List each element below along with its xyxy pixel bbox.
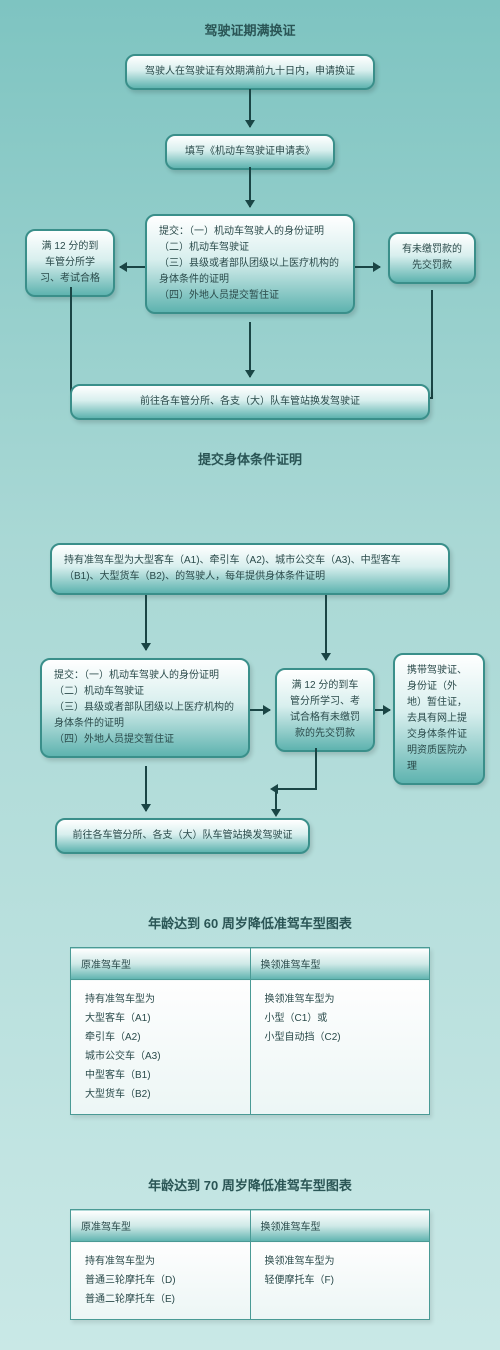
arrow-tip <box>271 809 281 817</box>
arrow <box>250 709 270 711</box>
t1-cell1: 持有准驾车型为大型客车（A1)牵引车（A2)城市公交车（A3)中型客车（B1)大… <box>71 980 251 1115</box>
arrow <box>375 709 390 711</box>
table1-title: 年龄达到 60 周岁降低准驾车型图表 <box>15 913 485 932</box>
t2-col2: 换领准驾车型 <box>250 1210 430 1242</box>
arrow <box>249 89 251 127</box>
line <box>275 788 317 790</box>
f2-submit: 提交：（一）机动车驾驶人的身份证明（二）机动车驾驶证（三）县级或者部队团级以上医… <box>40 658 250 758</box>
f2-hospital: 携带驾驶证、身份证（外地）暂住证，去具有网上提交身体条件证明资质医院办理 <box>393 653 485 785</box>
table1-block: 年龄达到 60 周岁降低准驾车型图表 原准驾车型 换领准驾车型 持有准驾车型为大… <box>15 913 485 1115</box>
line <box>315 748 317 788</box>
arrow <box>145 766 147 811</box>
f2-study: 满 12 分的到车管分所学习、考试合格有未缴罚款的先交罚款 <box>275 668 375 752</box>
arrow <box>355 266 380 268</box>
f1-fine: 有未缴罚款的先交罚款 <box>388 232 476 284</box>
table-60: 原准驾车型 换领准驾车型 持有准驾车型为大型客车（A1)牵引车（A2)城市公交车… <box>70 947 430 1115</box>
table-70: 原准驾车型 换领准驾车型 持有准驾车型为普通三轮摩托车（D)普通二轮摩托车（E)… <box>70 1209 430 1320</box>
f2-end: 前往各车管分所、各支（大）队车管站换发驾驶证 <box>55 818 310 854</box>
flow1-title: 驾驶证期满换证 <box>15 20 485 39</box>
flowchart-2: 持有准驾车型为大型客车（A1)、牵引车（A2)、城市公交车（A3)、中型客车（B… <box>15 523 485 853</box>
table2-block: 年龄达到 70 周岁降低准驾车型图表 原准驾车型 换领准驾车型 持有准驾车型为普… <box>15 1175 485 1320</box>
flowchart-1: 驾驶人在驾驶证有效期满前九十日内，申请换证 填写《机动车驾驶证申请表》 提交：（… <box>15 54 485 449</box>
f1-submit: 提交：（一）机动车驾驶人的身份证明（二）机动车驾驶证（三）县级或者部队团级以上医… <box>145 214 355 314</box>
flow2-title: 提交身体条件证明 <box>15 449 485 468</box>
t1-cell2: 换领准驾车型为小型（C1）或小型自动挡（C2) <box>250 980 430 1115</box>
arrow <box>325 595 327 660</box>
t2-cell2: 换领准驾车型为轻便摩托车（F) <box>250 1242 430 1320</box>
t1-col1: 原准驾车型 <box>71 948 251 980</box>
t1-col2: 换领准驾车型 <box>250 948 430 980</box>
arrow <box>145 595 147 650</box>
f1-end: 前往各车管分所、各支（大）队车管站换发驾驶证 <box>70 384 430 420</box>
t2-col1: 原准驾车型 <box>71 1210 251 1242</box>
f1-start: 驾驶人在驾驶证有效期满前九十日内，申请换证 <box>125 54 375 90</box>
f2-start: 持有准驾车型为大型客车（A1)、牵引车（A2)、城市公交车（A3)、中型客车（B… <box>50 543 450 595</box>
line <box>431 290 433 399</box>
arrow <box>249 167 251 207</box>
table2-title: 年龄达到 70 周岁降低准驾车型图表 <box>15 1175 485 1194</box>
t2-cell1: 持有准驾车型为普通三轮摩托车（D)普通二轮摩托车（E) <box>71 1242 251 1320</box>
line <box>70 287 72 399</box>
f1-form: 填写《机动车驾驶证申请表》 <box>165 134 335 170</box>
arrow <box>120 266 145 268</box>
arrow <box>249 322 251 377</box>
